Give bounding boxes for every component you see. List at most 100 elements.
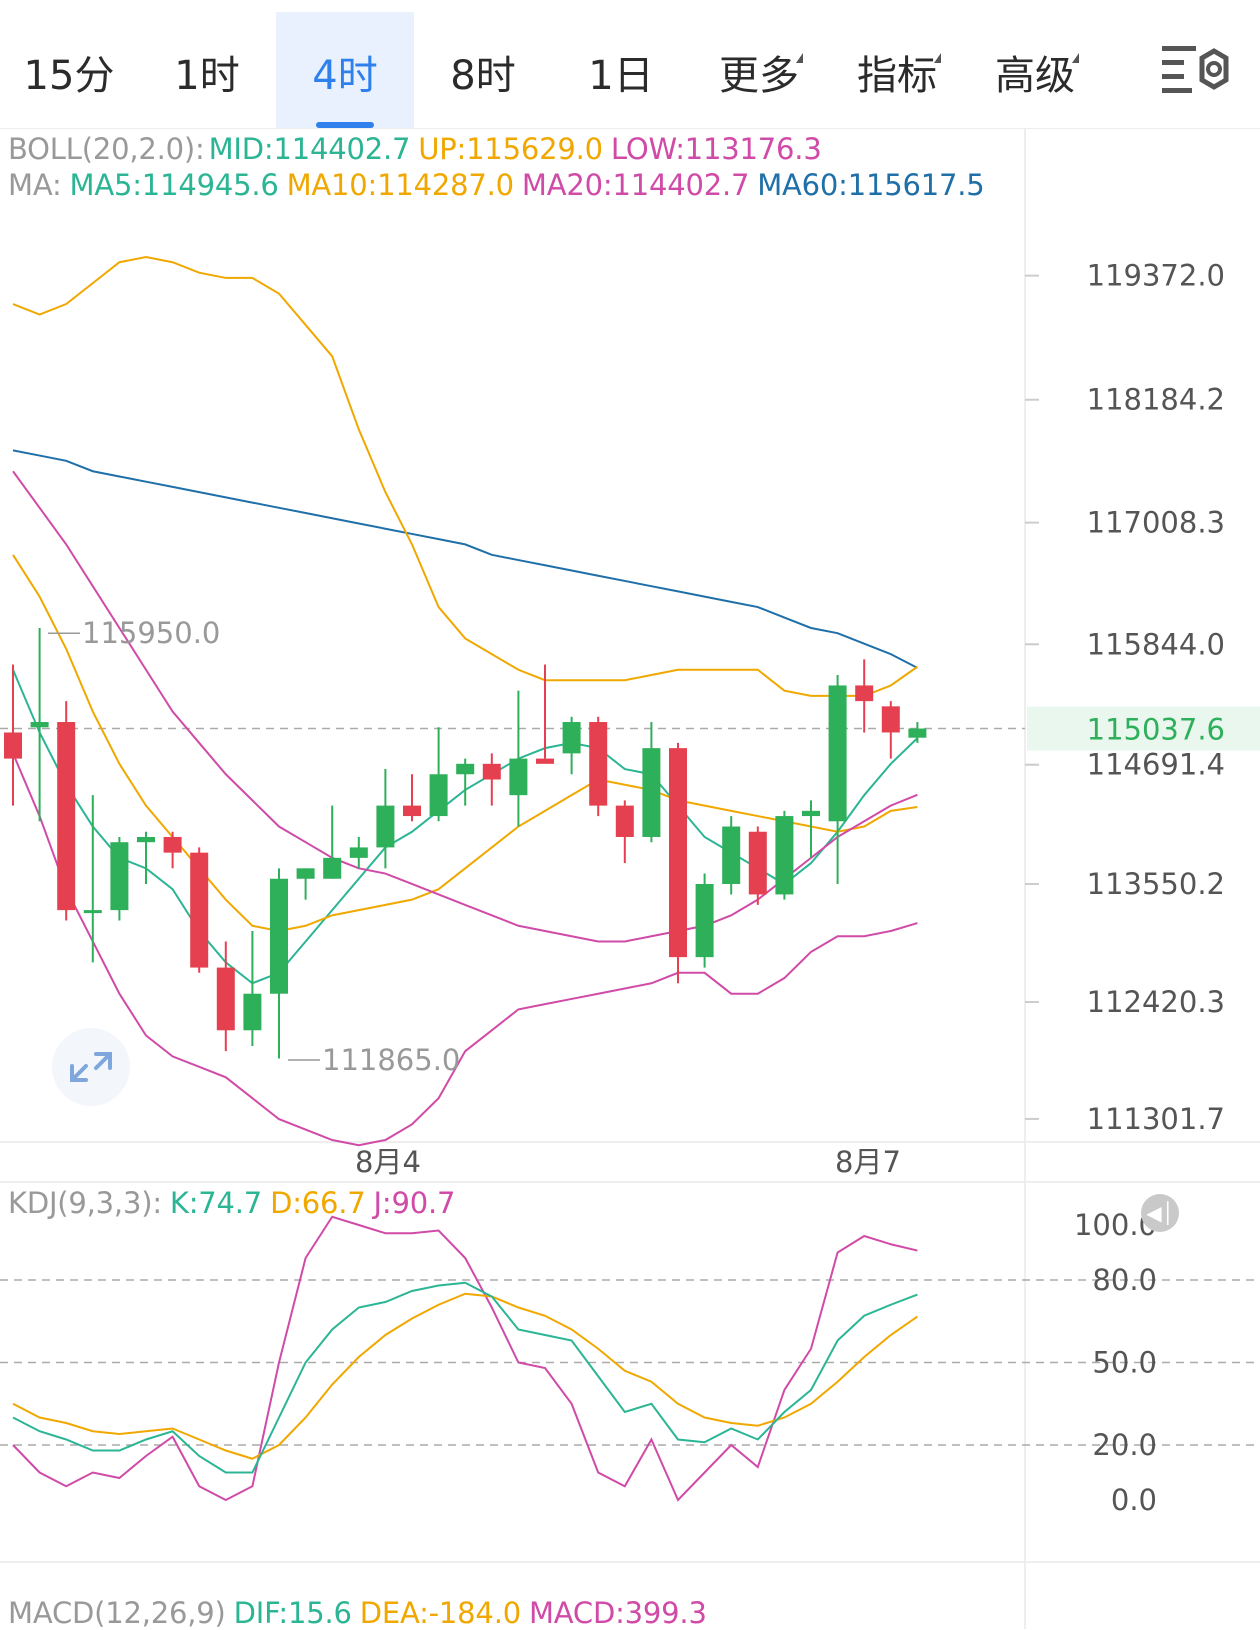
candle-body [536,758,554,764]
series-line-ma60 [12,449,918,669]
candle-body [669,748,687,958]
tab-6[interactable]: 指标 [828,12,966,128]
tab-label: 1日 [588,53,654,99]
kdj-tick-label: 50.0 [1092,1346,1157,1380]
price-tick-label: 118184.2 [1087,383,1225,417]
time-label: 8月7 [835,1145,901,1179]
price-tick-label: 119372.0 [1087,259,1225,293]
candle-body [243,993,262,1031]
candle-body [562,722,581,754]
kdj-tick-label: 20.0 [1092,1428,1157,1462]
price-tick-label: 117008.3 [1087,506,1225,540]
price-tick-label: 111301.7 [1087,1102,1225,1136]
candle-body [456,763,475,775]
macd-value: MACD:399.3 [528,1596,707,1630]
series-line-ma10 [12,554,918,933]
series-line-up [12,256,918,697]
boll-up: UP:115629.0 [418,132,603,166]
tab-5[interactable]: 更多 [690,12,828,128]
candle-body [482,763,501,780]
tab-label: 更多 [719,53,803,99]
candle-body [216,967,235,1031]
tab-label: 4时 [312,53,378,99]
price-tick-label: 115844.0 [1087,627,1225,661]
tab-4[interactable]: 1日 [552,12,690,128]
tab-3[interactable]: 8时 [414,12,552,128]
candle-body [4,732,22,759]
kdj-line-k [12,1281,918,1474]
candle-body [615,805,634,837]
candle-body [110,842,129,911]
macd-prefix: MACD(12,26,9) [8,1596,226,1630]
candle-body [828,685,847,822]
series-line-low [12,752,918,1147]
kdj-k: K:74.7 [169,1186,263,1220]
tab-2[interactable]: 4时 [276,12,414,128]
candle-body [748,831,767,895]
kdj-d: D:66.7 [270,1186,366,1220]
boll-prefix: BOLL(20,2.0): [8,132,205,166]
candle-body [642,748,661,837]
ma-legend: MA: MA5:114945.6 MA10:114287.0 MA20:114402.… [8,168,993,202]
candle-body [881,706,900,733]
candle-body [57,722,76,911]
candle-body [509,758,528,796]
tab-1[interactable]: 1时 [138,12,276,128]
expand-chart-button[interactable] [52,1028,130,1106]
candle-body [695,883,714,958]
candle-body [403,805,421,817]
candle-body [163,836,182,853]
candle-body [83,910,102,914]
candle-body [429,774,448,817]
candle-body [190,852,209,968]
candle-body [908,728,927,738]
tab-label: 指标 [857,53,941,99]
collapse-indicator-button[interactable]: ◀│ [1141,1194,1179,1232]
kdj-tick-label: 0.0 [1111,1483,1157,1517]
dropdown-caret-icon [796,53,803,63]
candle-body [323,857,342,879]
boll-low: LOW:113176.3 [610,132,822,166]
tab-label: 高级 [995,53,1079,99]
expand-arrows-icon [70,1052,112,1082]
candle-body [589,722,608,806]
price-tick-label: 114691.4 [1087,748,1225,782]
kdj-legend: KDJ(9,3,3): K:74.7 D:66.7 J:90.7 [8,1186,463,1220]
macd-legend: MACD(12,26,9) DIF:15.6 DEA:-184.0 MACD:399.… [8,1596,715,1630]
price-tick-label: 112420.3 [1087,985,1225,1019]
timeframe-tab-bar: 15分 1时 4时 8时 1日 更多 指标 高级 [0,0,1260,129]
dropdown-caret-icon [934,53,941,63]
ma5-value: MA5:114945.6 [69,168,279,202]
candle-body [855,685,874,702]
ma-prefix: MA: [8,168,62,202]
ma60-value: MA60:115617.5 [757,168,985,202]
candle-body [137,836,155,843]
boll-legend: BOLL(20,2.0): MID:114402.7 UP:115629.0 LOW:… [8,132,830,166]
kdj-line-j [12,1215,918,1502]
candle-body [775,816,794,895]
time-label: 8月4 [355,1145,421,1179]
candle-body [722,826,741,884]
tab-label: 1时 [174,53,240,99]
ma20-value: MA20:114402.7 [521,168,750,202]
candle-body [802,810,820,817]
candle-body [270,878,288,994]
tab-label: 15分 [23,53,115,99]
current-price-badge [1027,706,1260,751]
chart-settings-icon[interactable] [1160,40,1230,100]
low-label: 111865.0 [322,1043,460,1077]
kdj-prefix: KDJ(9,3,3): [8,1186,162,1220]
tab-7[interactable]: 高级 [966,12,1104,128]
macd-dif: DIF:15.6 [233,1596,352,1630]
boll-mid: MID:114402.7 [208,132,411,166]
kdj-j: J:90.7 [373,1186,456,1220]
tab-0[interactable]: 15分 [0,12,138,128]
candle-body [30,722,49,728]
candle-body [376,805,395,848]
ma10-value: MA10:114287.0 [286,168,515,202]
settings-gear-icon [1162,46,1229,93]
collapse-icon: ◀│ [1146,1201,1174,1225]
candle-body [296,868,315,879]
current-price-label: 115037.6 [1087,713,1225,747]
